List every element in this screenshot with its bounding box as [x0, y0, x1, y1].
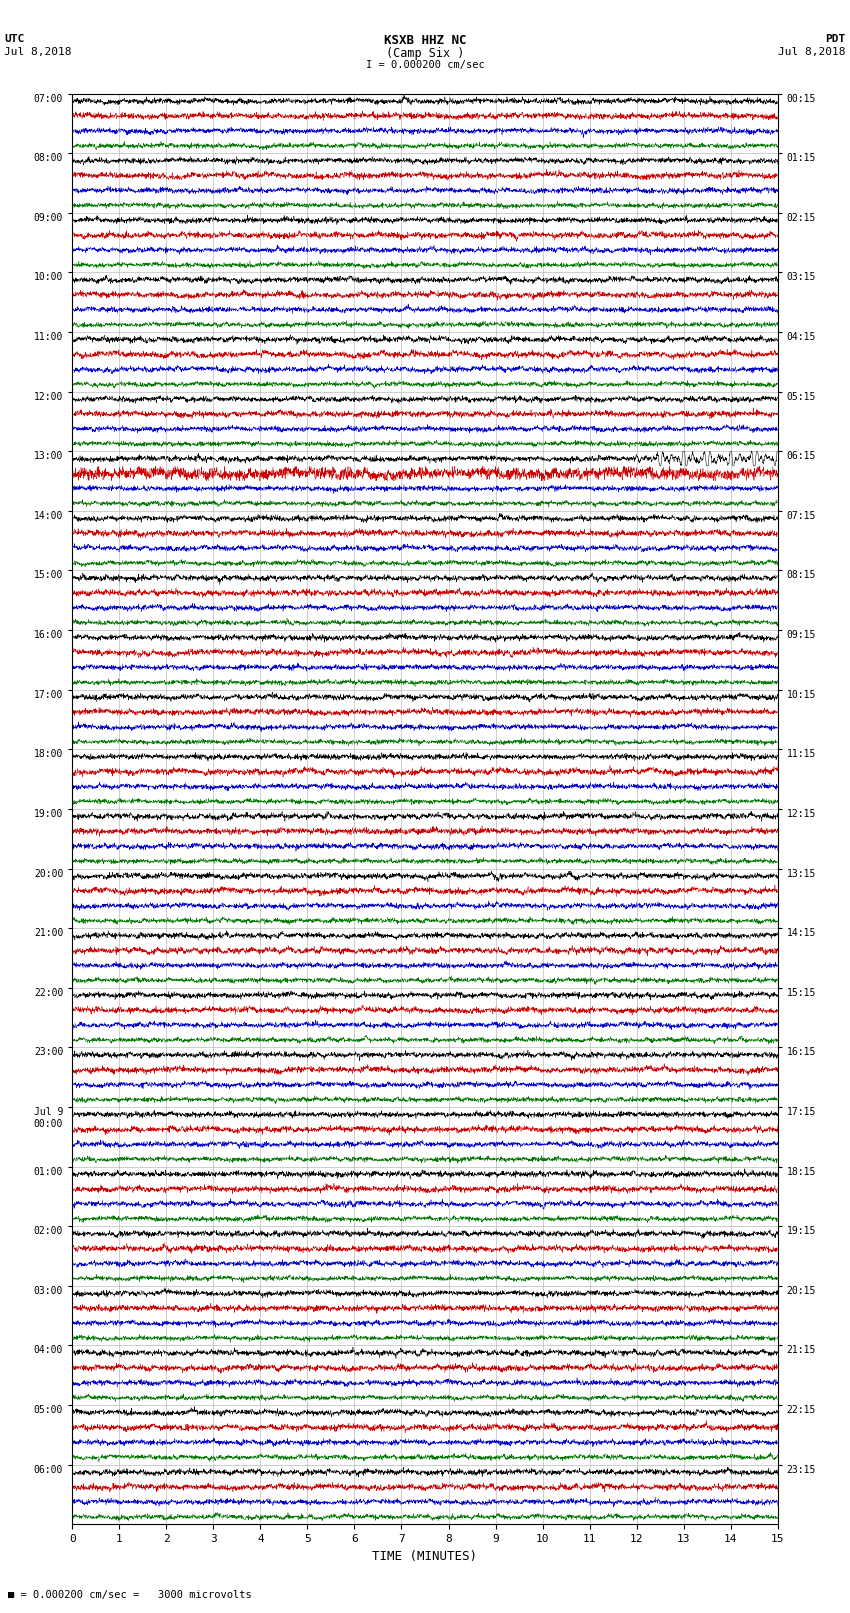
Text: Jul 8,2018: Jul 8,2018 [779, 47, 846, 56]
Text: PDT: PDT [825, 34, 846, 44]
Text: I = 0.000200 cm/sec: I = 0.000200 cm/sec [366, 60, 484, 69]
Text: KSXB HHZ NC: KSXB HHZ NC [383, 34, 467, 47]
Text: Jul 8,2018: Jul 8,2018 [4, 47, 71, 56]
Text: (Camp Six ): (Camp Six ) [386, 47, 464, 60]
X-axis label: TIME (MINUTES): TIME (MINUTES) [372, 1550, 478, 1563]
Text: ■ = 0.000200 cm/sec =   3000 microvolts: ■ = 0.000200 cm/sec = 3000 microvolts [8, 1590, 252, 1600]
Text: UTC: UTC [4, 34, 25, 44]
